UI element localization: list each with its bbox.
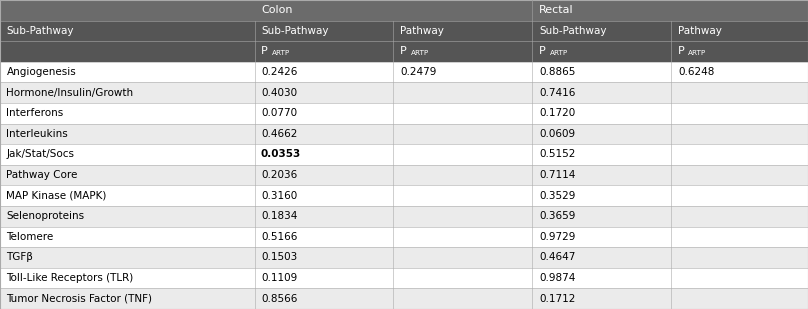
Text: P: P [261, 46, 267, 57]
Text: Pathway Core: Pathway Core [6, 170, 78, 180]
Bar [0, 206, 808, 226]
Text: 0.4030: 0.4030 [261, 88, 297, 98]
Text: Hormone/Insulin/Growth: Hormone/Insulin/Growth [6, 88, 133, 98]
Text: Jak/Stat/Socs: Jak/Stat/Socs [6, 150, 74, 159]
Bar [0, 288, 808, 309]
Text: ARTP: ARTP [410, 50, 429, 56]
Bar [0, 268, 808, 288]
Bar [0, 185, 808, 206]
Text: ARTP: ARTP [271, 50, 290, 56]
Text: 0.9874: 0.9874 [539, 273, 575, 283]
Text: 0.1503: 0.1503 [261, 252, 297, 263]
Text: 0.8865: 0.8865 [539, 67, 575, 77]
Text: 0.2479: 0.2479 [400, 67, 436, 77]
Text: 0.1834: 0.1834 [261, 211, 297, 221]
Text: 0.9729: 0.9729 [539, 232, 575, 242]
Text: Telomere: Telomere [6, 232, 53, 242]
Bar [0, 247, 808, 268]
Text: Interleukins: Interleukins [6, 129, 68, 139]
Bar [0, 0, 808, 21]
Text: 0.1712: 0.1712 [539, 294, 575, 304]
Bar [0, 103, 808, 124]
Text: Sub-Pathway: Sub-Pathway [261, 26, 329, 36]
Text: Toll-Like Receptors (TLR): Toll-Like Receptors (TLR) [6, 273, 133, 283]
Text: 0.7114: 0.7114 [539, 170, 575, 180]
Text: Pathway: Pathway [400, 26, 444, 36]
Text: MAP Kinase (MAPK): MAP Kinase (MAPK) [6, 191, 107, 201]
Text: 0.1109: 0.1109 [261, 273, 297, 283]
Text: 0.4662: 0.4662 [261, 129, 297, 139]
Text: Tumor Necrosis Factor (TNF): Tumor Necrosis Factor (TNF) [6, 294, 153, 304]
Text: 0.0609: 0.0609 [539, 129, 575, 139]
Text: ARTP: ARTP [549, 50, 568, 56]
Text: P: P [400, 46, 406, 57]
Text: Selenoproteins: Selenoproteins [6, 211, 85, 221]
Bar [0, 144, 808, 165]
Bar [0, 83, 808, 103]
Text: 0.4647: 0.4647 [539, 252, 575, 263]
Text: P: P [678, 46, 684, 57]
Text: 0.2426: 0.2426 [261, 67, 297, 77]
Text: 0.8566: 0.8566 [261, 294, 297, 304]
Text: 0.2036: 0.2036 [261, 170, 297, 180]
Text: 0.3160: 0.3160 [261, 191, 297, 201]
Text: Pathway: Pathway [678, 26, 722, 36]
Text: Colon: Colon [261, 5, 292, 15]
Text: Rectal: Rectal [539, 5, 574, 15]
Text: 0.6248: 0.6248 [678, 67, 714, 77]
Text: ARTP: ARTP [688, 50, 707, 56]
Bar [0, 226, 808, 247]
Text: 0.5166: 0.5166 [261, 232, 297, 242]
Text: Angiogenesis: Angiogenesis [6, 67, 76, 77]
Text: 0.3659: 0.3659 [539, 211, 575, 221]
Bar [0, 21, 808, 41]
Bar [0, 41, 808, 62]
Text: Sub-Pathway: Sub-Pathway [539, 26, 607, 36]
Text: TGFβ: TGFβ [6, 252, 33, 263]
Bar [0, 165, 808, 185]
Text: 0.7416: 0.7416 [539, 88, 575, 98]
Text: 0.0353: 0.0353 [261, 150, 301, 159]
Text: 0.5152: 0.5152 [539, 150, 575, 159]
Bar [0, 124, 808, 144]
Bar [0, 62, 808, 83]
Text: 0.0770: 0.0770 [261, 108, 297, 118]
Text: Sub-Pathway: Sub-Pathway [6, 26, 74, 36]
Text: P: P [539, 46, 545, 57]
Text: 0.3529: 0.3529 [539, 191, 575, 201]
Text: Interferons: Interferons [6, 108, 64, 118]
Text: 0.1720: 0.1720 [539, 108, 575, 118]
